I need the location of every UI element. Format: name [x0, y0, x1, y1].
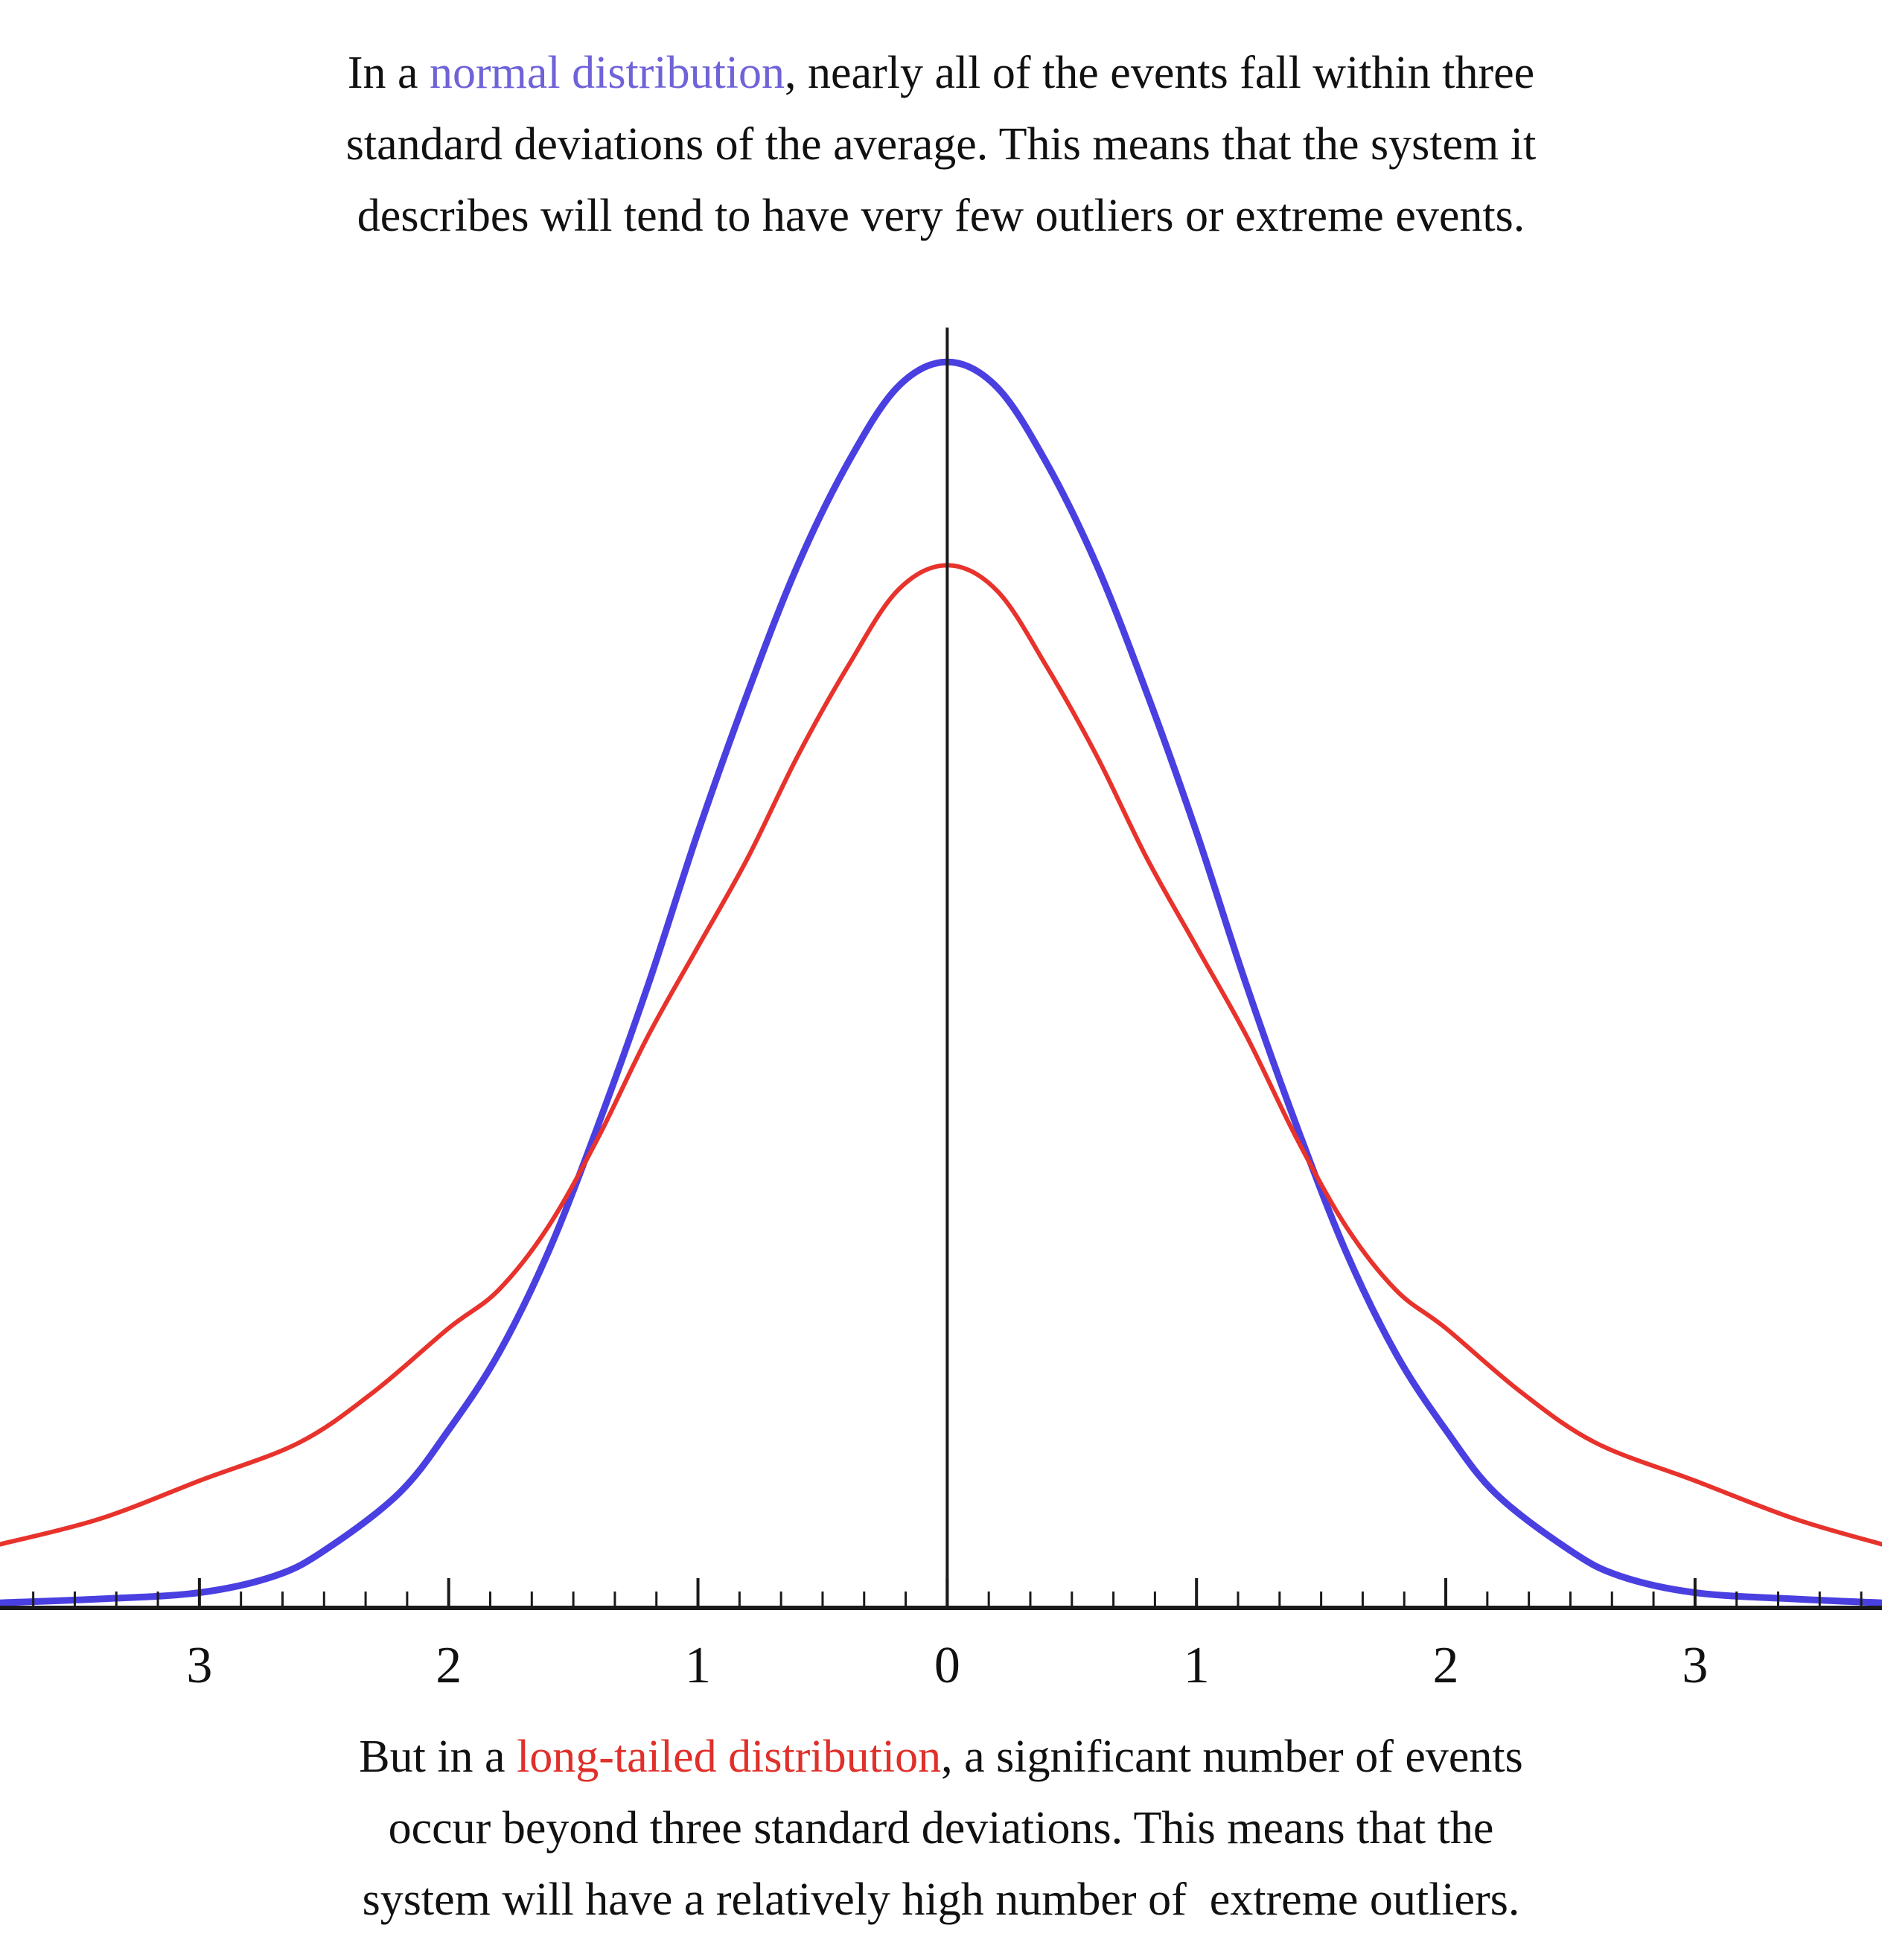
x-tick-label: 3 [186, 1637, 212, 1694]
long-tailed-distribution-term: long-tailed distribution [517, 1731, 942, 1782]
x-tick-label: 1 [1184, 1637, 1210, 1694]
x-tick-label: 3 [1682, 1637, 1708, 1694]
caption-top-line-1-before: In a [347, 48, 430, 98]
caption-bottom-line-1-before: But in a [359, 1731, 517, 1782]
caption-top-line-3: describes will tend to have very few out… [357, 191, 1525, 241]
caption-bottom-line-2: occur beyond three standard deviations. … [388, 1803, 1494, 1854]
normal-distribution-curve [0, 358, 1882, 1606]
caption-top-line-2: standard deviations of the average. This… [345, 119, 1537, 170]
x-tick-label: 0 [934, 1637, 960, 1694]
caption-bottom-line-1: But in a long-tailed distribution, a sig… [0, 1721, 1882, 1793]
caption-top-line-1: In a normal distribution, nearly all of … [0, 37, 1882, 109]
caption-bottom-line-3: system will have a relatively high numbe… [362, 1874, 1520, 1925]
axis-layer [0, 328, 1882, 1610]
ticks-layer [32, 1578, 1863, 1608]
normal-distribution-term: normal distribution [430, 48, 785, 98]
x-tick-label: 2 [1433, 1637, 1459, 1694]
caption-top-line-1-after: , nearly all of the events fall within t… [785, 48, 1535, 98]
caption-bottom: But in a long-tailed distribution, a sig… [0, 1721, 1882, 1935]
long-tailed-distribution-curve [0, 563, 1882, 1547]
tick-labels-layer: 3 2 1 0 1 2 3 [186, 1637, 1708, 1694]
caption-top: In a normal distribution, nearly all of … [0, 37, 1882, 252]
curves-layer [0, 358, 1882, 1606]
x-tick-label: 1 [685, 1637, 711, 1694]
caption-bottom-line-1-after: , a significant number of events [941, 1731, 1523, 1782]
x-tick-label: 2 [436, 1637, 462, 1694]
